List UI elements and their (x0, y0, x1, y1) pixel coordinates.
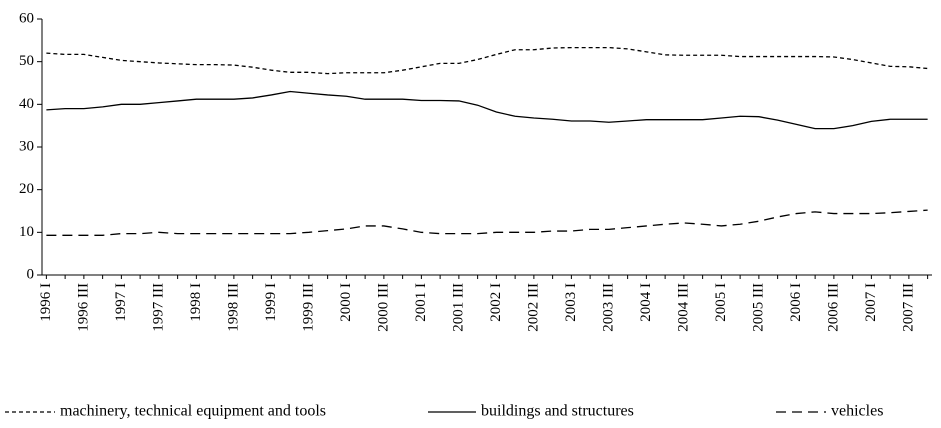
series-line (46, 209, 928, 236)
x-tick-label: 1999 I (263, 283, 279, 322)
series-line (46, 90, 928, 130)
y-tick-label: 10 (19, 224, 34, 240)
y-tick-label: 40 (19, 96, 34, 112)
x-tick-label: 2002 I (488, 283, 504, 322)
x-tick-label: 2003 III (600, 283, 616, 332)
x-tick-label: 2006 III (825, 283, 841, 332)
x-tick-label: 1997 I (113, 283, 129, 322)
legend-label: vehicles (831, 403, 883, 420)
y-tick-label: 50 (19, 53, 34, 69)
x-tick-label: 1996 I (38, 283, 54, 322)
legend-label: buildings and structures (481, 403, 634, 420)
x-tick-label: 2002 III (525, 283, 541, 332)
x-tick-label: 2003 I (563, 283, 579, 322)
x-tick-label: 2001 I (413, 283, 429, 322)
y-tick-label: 60 (19, 10, 34, 26)
x-tick-label: 2005 I (713, 283, 729, 322)
y-tick-label: 20 (19, 181, 34, 197)
x-tick-label: 2000 I (338, 283, 354, 322)
x-tick-label: 1998 III (225, 283, 241, 332)
x-tick-label: 1998 I (188, 283, 204, 322)
x-tick-label: 2004 I (638, 283, 654, 322)
x-tick-label: 2007 III (900, 283, 916, 332)
x-tick-label: 2001 III (450, 283, 466, 332)
x-tick-label: 2007 I (863, 283, 879, 322)
legend-label: machinery, technical equipment and tools (60, 403, 326, 420)
x-tick-label: 2005 III (750, 283, 766, 332)
y-tick-label: 30 (19, 138, 34, 154)
series-line (46, 46, 928, 75)
x-tick-label: 2000 III (375, 283, 391, 332)
x-tick-label: 1999 III (300, 283, 316, 332)
y-tick-label: 0 (27, 266, 35, 282)
x-tick-label: 2004 III (675, 283, 691, 332)
x-tick-label: 1996 III (75, 283, 91, 332)
x-tick-label: 1997 III (150, 283, 166, 332)
x-tick-label: 2006 I (788, 283, 804, 322)
